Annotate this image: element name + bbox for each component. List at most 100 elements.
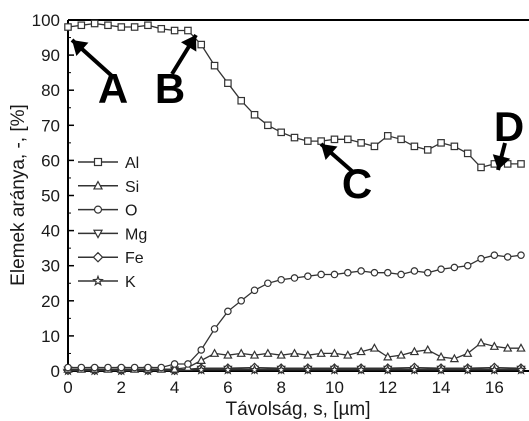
- data-point-o: [184, 360, 192, 368]
- data-point-al: [410, 142, 419, 151]
- data-point-o: [264, 279, 272, 288]
- y-tick-label: 40: [41, 222, 60, 241]
- legend-label: Si: [125, 179, 139, 196]
- y-tick-label: 100: [32, 11, 60, 30]
- data-point-k: [222, 364, 234, 375]
- data-point-o: [370, 268, 379, 277]
- data-point-al: [317, 137, 325, 145]
- data-point-k: [248, 364, 261, 375]
- data-point-si: [316, 348, 326, 357]
- data-point-o: [463, 261, 472, 270]
- data-point-si: [383, 351, 393, 361]
- legend-item-si: Si: [78, 179, 139, 196]
- data-point-si: [396, 350, 406, 359]
- data-point-al: [237, 96, 246, 105]
- axis-ticks: 0 2 4 6 8 10 12 14 16 0 10 20 30 40 50 60 70 80 90 100: [32, 11, 504, 397]
- y-tick-label: 50: [41, 187, 60, 206]
- data-point-o: [277, 275, 285, 284]
- data-point-k: [488, 364, 500, 375]
- x-tick-label: 8: [276, 378, 285, 397]
- data-point-al: [117, 23, 126, 31]
- y-tick-label: 20: [41, 292, 60, 311]
- data-point-o: [437, 265, 445, 274]
- annotation-arrow-head: [321, 144, 338, 160]
- y-tick-label: 70: [41, 116, 60, 135]
- data-point-al: [330, 135, 339, 144]
- data-point-o: [490, 251, 499, 259]
- series-o: [64, 251, 525, 372]
- series-layer: [62, 19, 527, 376]
- y-tick-label: 0: [51, 362, 60, 381]
- data-point-o: [224, 307, 232, 316]
- data-point-o: [104, 363, 112, 372]
- data-point-k: [195, 364, 207, 375]
- x-tick-label: 0: [63, 378, 72, 397]
- data-point-o: [90, 363, 99, 372]
- data-point-al: [423, 146, 432, 154]
- legend-item-k: K: [78, 274, 136, 291]
- data-point-si: [209, 348, 220, 357]
- data-point-si: [169, 364, 180, 373]
- data-point-o: [197, 346, 206, 354]
- data-point-al: [157, 24, 166, 33]
- y-tick-label: 10: [41, 327, 60, 346]
- y-tick-label: 80: [41, 81, 60, 100]
- data-point-o: [250, 286, 259, 295]
- data-point-k: [355, 364, 367, 375]
- annotation-letter: D: [494, 103, 524, 150]
- data-point-si: [263, 348, 273, 357]
- data-point-o: [450, 263, 459, 272]
- annotation-arrow-head: [72, 40, 89, 57]
- data-point-al: [463, 149, 472, 158]
- data-point-si: [223, 350, 233, 359]
- legend-item-al: Al: [78, 155, 139, 172]
- data-point-al: [264, 121, 272, 130]
- annotation-arrow-head: [492, 154, 511, 170]
- x-tick-label: 12: [378, 378, 397, 397]
- plot-area: 0 2 4 6 8 10 12 14 16 0 10 20 30 40 50 60 70 80 90 100 A B C D: [32, 11, 529, 397]
- data-point-k: [382, 364, 394, 375]
- data-point-o: [410, 267, 419, 275]
- legend-item-o: O: [78, 203, 137, 220]
- data-point-al: [144, 21, 152, 30]
- data-point-o: [210, 325, 219, 333]
- legend-marker-k: [92, 274, 104, 287]
- data-point-o: [290, 274, 299, 282]
- data-point-o: [77, 363, 86, 372]
- data-point-o: [237, 296, 246, 305]
- data-point-o: [357, 267, 365, 275]
- data-point-al: [77, 21, 86, 30]
- data-point-al: [343, 135, 352, 144]
- data-point-al: [370, 142, 379, 151]
- data-point-si: [196, 355, 206, 364]
- data-point-al: [517, 160, 525, 168]
- data-point-o: [170, 360, 179, 368]
- data-point-o: [477, 254, 485, 263]
- data-point-o: [130, 363, 139, 372]
- annotation-layer: A B C D: [70, 33, 524, 207]
- data-point-k: [275, 364, 287, 375]
- data-point-al: [397, 135, 405, 144]
- annotation-letter: B: [155, 65, 185, 112]
- data-point-al: [130, 23, 139, 31]
- data-point-k: [515, 364, 527, 375]
- data-point-si: [516, 343, 526, 352]
- legend: Al Si O Mg Fe K: [78, 155, 147, 291]
- data-point-si: [489, 341, 500, 350]
- series-line-k: [68, 369, 521, 372]
- legend-label: Fe: [125, 250, 144, 267]
- data-point-al: [437, 139, 445, 147]
- data-point-o: [304, 272, 312, 281]
- data-point-k: [462, 364, 474, 375]
- data-point-al: [450, 142, 459, 151]
- data-point-al: [357, 139, 365, 147]
- data-point-o: [117, 363, 126, 372]
- data-point-si: [276, 350, 286, 359]
- data-point-k: [328, 364, 341, 375]
- legend-label: Al: [125, 155, 139, 172]
- data-point-al: [210, 61, 219, 70]
- data-point-si: [409, 346, 420, 356]
- data-point-si: [303, 350, 313, 359]
- annotation-d: D: [492, 103, 524, 171]
